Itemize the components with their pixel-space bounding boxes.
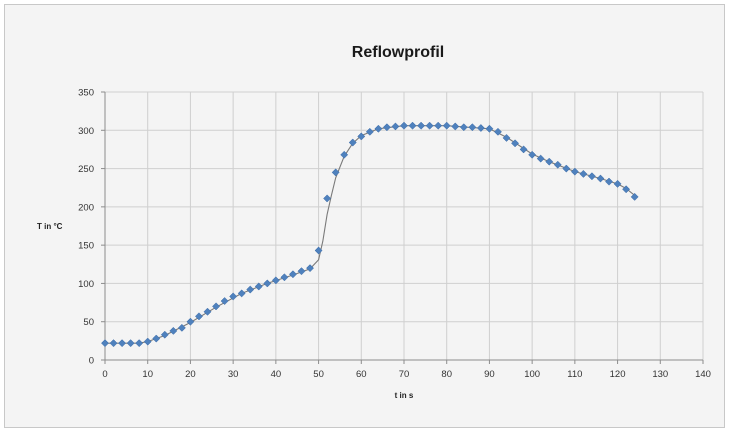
y-tick-label: 100 bbox=[78, 279, 94, 290]
data-point bbox=[596, 174, 605, 183]
data-point bbox=[425, 121, 434, 130]
x-tick-label: 110 bbox=[567, 369, 582, 380]
chart-frame bbox=[4, 4, 725, 428]
data-point bbox=[229, 292, 238, 301]
data-point bbox=[323, 194, 332, 203]
data-point bbox=[408, 121, 417, 130]
data-point bbox=[126, 339, 135, 348]
data-point bbox=[109, 339, 118, 348]
y-tick-label: 150 bbox=[78, 241, 94, 252]
data-point bbox=[622, 185, 631, 194]
x-tick-label: 10 bbox=[142, 369, 153, 380]
series-markers bbox=[101, 121, 639, 348]
y-tick-label: 0 bbox=[89, 356, 94, 367]
data-point bbox=[528, 150, 537, 159]
data-point bbox=[143, 337, 152, 346]
data-point bbox=[391, 122, 400, 131]
data-point bbox=[331, 168, 340, 177]
data-point bbox=[101, 339, 109, 348]
data-point bbox=[476, 124, 485, 132]
x-tick-label: 70 bbox=[399, 369, 410, 380]
data-point bbox=[340, 150, 349, 159]
x-tick-label: 50 bbox=[313, 369, 324, 380]
data-point bbox=[485, 124, 494, 133]
x-tick-label: 100 bbox=[524, 369, 540, 380]
data-point bbox=[587, 172, 596, 181]
data-point bbox=[365, 127, 374, 136]
data-point bbox=[212, 302, 221, 311]
data-point bbox=[468, 123, 477, 132]
data-point bbox=[434, 121, 443, 130]
x-tick-label: 80 bbox=[441, 369, 452, 380]
x-tick-label: 130 bbox=[652, 369, 668, 380]
data-point bbox=[348, 138, 357, 147]
data-point bbox=[203, 307, 212, 316]
data-point bbox=[306, 264, 314, 273]
x-tick-label: 40 bbox=[271, 369, 282, 380]
y-axis-label: T in °C bbox=[37, 222, 63, 231]
data-point bbox=[374, 124, 383, 133]
data-point bbox=[160, 330, 169, 339]
data-point bbox=[605, 177, 613, 186]
data-point bbox=[357, 132, 366, 141]
x-tick-label: 90 bbox=[484, 369, 495, 380]
data-point bbox=[579, 169, 588, 178]
data-point bbox=[570, 167, 579, 176]
data-point bbox=[519, 145, 528, 154]
data-point bbox=[442, 121, 451, 130]
data-point bbox=[630, 192, 639, 201]
data-point bbox=[502, 133, 511, 142]
x-tick-label: 20 bbox=[185, 369, 196, 380]
data-point bbox=[135, 339, 144, 348]
y-tick-label: 300 bbox=[78, 126, 94, 137]
data-point bbox=[254, 282, 263, 291]
data-point bbox=[314, 246, 323, 255]
data-point bbox=[288, 270, 297, 279]
chart-title: Reflowprofil bbox=[351, 44, 445, 61]
data-point bbox=[400, 121, 408, 130]
axes bbox=[101, 91, 704, 364]
data-point bbox=[177, 323, 186, 332]
data-point bbox=[195, 312, 203, 321]
data-point bbox=[297, 267, 306, 276]
data-point bbox=[263, 279, 272, 288]
data-point bbox=[553, 160, 562, 169]
x-tick-label: 120 bbox=[610, 369, 626, 380]
data-point bbox=[152, 334, 161, 343]
x-axis-label: t in s bbox=[395, 391, 414, 400]
data-point bbox=[613, 179, 622, 188]
x-tick-label: 140 bbox=[695, 369, 711, 380]
data-point bbox=[186, 317, 195, 326]
data-point bbox=[459, 123, 468, 132]
data-point bbox=[562, 164, 571, 173]
y-tick-label: 350 bbox=[78, 88, 94, 99]
data-point bbox=[545, 157, 554, 166]
y-tick-label: 50 bbox=[83, 317, 94, 328]
data-point bbox=[271, 276, 280, 285]
y-tick-label: 250 bbox=[78, 164, 94, 175]
data-point bbox=[511, 139, 520, 148]
x-tick-label: 60 bbox=[356, 369, 367, 380]
x-tick-labels: 0 10 20 30 40 50 60 70 80 90 100 110 120 130 140 bbox=[102, 369, 711, 380]
data-point bbox=[246, 285, 255, 294]
data-point bbox=[536, 154, 545, 163]
data-point bbox=[382, 123, 391, 132]
y-tick-labels: 0 50 100 150 200 250 300 350 bbox=[78, 88, 94, 367]
data-point bbox=[494, 127, 502, 136]
x-tick-label: 0 bbox=[102, 369, 107, 380]
data-point bbox=[220, 297, 229, 305]
x-tick-label: 30 bbox=[228, 369, 239, 380]
data-point bbox=[451, 122, 460, 131]
data-point bbox=[118, 339, 127, 348]
data-point bbox=[237, 289, 246, 298]
y-tick-label: 200 bbox=[78, 202, 94, 213]
data-point bbox=[280, 273, 289, 282]
data-point bbox=[169, 326, 178, 335]
series-line bbox=[105, 125, 636, 344]
data-point bbox=[417, 121, 426, 130]
